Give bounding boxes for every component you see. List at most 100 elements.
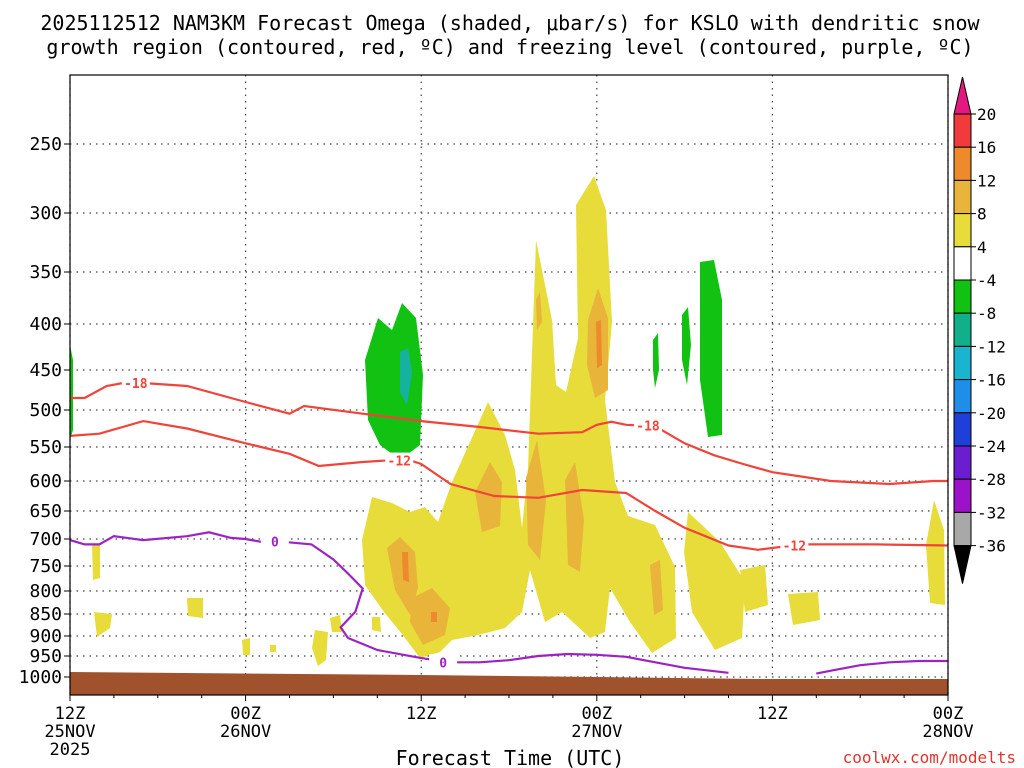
y-tick-label: 650	[29, 501, 62, 522]
omega-upward-region	[682, 307, 691, 385]
omega-upward-region	[70, 345, 73, 440]
x-tick-label: 25NOV	[44, 722, 95, 742]
chart-title-line-2: growth region (contoured, red, ºC) and f…	[46, 35, 973, 59]
y-tick-label: 350	[29, 262, 62, 283]
contours	[70, 380, 948, 675]
y-tick-label: 750	[29, 556, 62, 577]
contour-label: -12	[783, 539, 806, 554]
omega-downward-region	[187, 598, 203, 618]
x-tick-label: 12Z	[55, 704, 86, 724]
colorbar-arrow-top	[953, 76, 972, 115]
x-tick-label: 26NOV	[220, 722, 271, 742]
isotherm-contour	[70, 531, 729, 674]
colorbar-swatch	[953, 113, 972, 148]
colorbar-label: 4	[977, 238, 987, 257]
contour-label-bg	[634, 417, 663, 434]
colorbar: 20 16 12 8 4 -4 -8 -12 -16 -20 -24 -28 -32 -36	[953, 76, 1006, 584]
y-tick-label: 700	[29, 529, 62, 550]
contour-label-bg	[780, 537, 809, 554]
contour-label-bg	[121, 374, 150, 391]
omega-downward-region	[788, 592, 820, 625]
y-tick-label: 550	[29, 437, 62, 458]
colorbar-label: 12	[977, 171, 996, 190]
omega-downward-strong	[536, 292, 542, 330]
contour-label-bg	[385, 452, 414, 469]
x-tick-label: 12Z	[757, 704, 788, 724]
isotherm-contour	[70, 419, 948, 551]
colorbar-swatch	[953, 246, 972, 281]
isotherm-contour	[70, 380, 656, 435]
colorbar-label: -8	[977, 304, 996, 323]
y-tick-label: 250	[29, 134, 62, 155]
x-tick-label: 12Z	[406, 704, 437, 724]
colorbar-label: -28	[977, 470, 1006, 489]
x-tick-label: 00Z	[933, 704, 964, 724]
omega-shading	[70, 176, 945, 666]
colorbar-label: -36	[977, 537, 1006, 556]
x-tick-label: 28NOV	[922, 722, 973, 742]
y-tick-label: 950	[29, 646, 62, 667]
y-tick-label: 600	[29, 471, 62, 492]
isotherm-contour	[654, 425, 948, 486]
contour-label: -12	[388, 455, 411, 470]
x-tick-label: 27NOV	[571, 722, 622, 742]
omega-upward-region	[365, 303, 423, 460]
omega-downward-strong	[431, 612, 437, 622]
colorbar-label: -24	[977, 437, 1006, 456]
omega-downward-region	[312, 630, 328, 666]
omega-downward-strong	[410, 588, 450, 645]
omega-upward-region	[400, 348, 412, 405]
y-tick-label: 450	[29, 360, 62, 381]
isotherm-contour	[816, 659, 948, 675]
colorbar-label: -4	[977, 271, 996, 290]
colorbar-swatch	[953, 279, 972, 314]
contour-labels: -18 -12 -12 -18 0 0	[121, 374, 809, 671]
omega-downward-region	[270, 645, 276, 652]
x-tick-label: 00Z	[581, 704, 612, 724]
omega-downward-region	[330, 615, 342, 632]
contour-label-bg	[260, 533, 289, 550]
omega-downward-region	[372, 617, 381, 632]
colorbar-swatch	[953, 412, 972, 447]
omega-downward-strong	[526, 440, 546, 560]
y-axis: 2503003504004505005506006507007508008509…	[19, 134, 70, 688]
omega-downward-strong	[596, 320, 602, 368]
colorbar-label: -16	[977, 371, 1006, 390]
colorbar-swatch	[953, 478, 972, 513]
x-tick-label: 2025	[50, 740, 91, 760]
colorbar-swatch	[953, 213, 972, 248]
y-tick-label: 1000	[19, 667, 62, 688]
y-tick-label: 800	[29, 581, 62, 602]
colorbar-label: 16	[977, 138, 996, 157]
chart-title-line-1: 2025112512 NAM3KM Forecast Omega (shaded…	[40, 11, 980, 35]
contour-label: -18	[636, 420, 660, 435]
omega-downward-region	[94, 612, 112, 637]
colorbar-swatch	[953, 445, 972, 480]
y-tick-label: 500	[29, 400, 62, 421]
y-tick-label: 300	[29, 203, 62, 224]
colorbar-swatch	[953, 345, 972, 381]
colorbar-label: 20	[977, 105, 996, 124]
y-tick-label: 900	[29, 626, 62, 647]
colorbar-swatch	[953, 312, 972, 347]
colorbar-label: -20	[977, 404, 1006, 423]
x-axis-label: Forecast Time (UTC)	[396, 746, 625, 768]
omega-downward-strong	[387, 537, 418, 615]
x-tick-label: 00Z	[230, 704, 261, 724]
colorbar-label: -32	[977, 503, 1006, 522]
omega-downward-region	[926, 500, 945, 605]
y-tick-label: 850	[29, 604, 62, 625]
omega-upward-region	[700, 260, 722, 437]
omega-downward-region	[684, 512, 745, 650]
omega-downward-strong	[650, 560, 663, 615]
colorbar-swatch	[953, 511, 972, 547]
colorbar-label: 8	[977, 205, 987, 224]
colorbar-swatch	[953, 379, 972, 414]
terrain	[70, 672, 948, 695]
omega-downward-region	[92, 543, 100, 580]
contour-label: 0	[271, 536, 279, 551]
contour-label: 0	[439, 656, 447, 671]
colorbar-arrow-bottom	[953, 545, 972, 584]
